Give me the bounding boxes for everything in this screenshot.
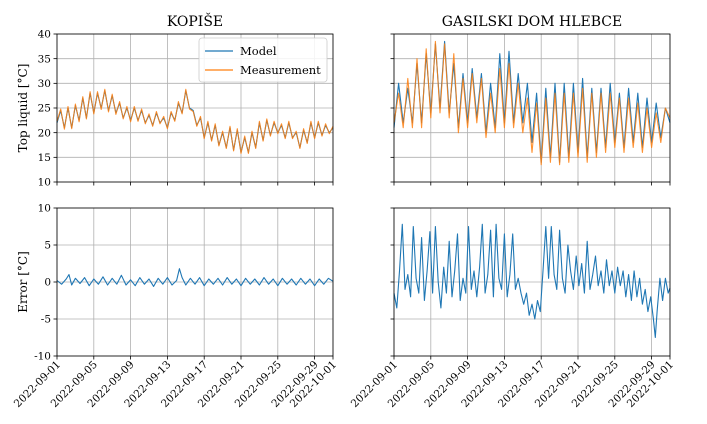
grid — [393, 33, 671, 183]
panel-4: 2022-09-012022-09-052022-09-092022-09-13… — [349, 207, 676, 410]
series-line-model — [56, 90, 334, 153]
y-tick-label: 15 — [38, 152, 51, 164]
series-line-error — [393, 223, 671, 339]
panel-title: KOPIŠE — [167, 12, 223, 30]
y-tick-label: 0 — [44, 277, 51, 289]
grid — [56, 207, 334, 357]
legend-label: Measurement — [240, 63, 321, 77]
y-tick-label: 10 — [38, 203, 51, 215]
series-line-error — [56, 268, 334, 287]
y-tick-label: 40 — [38, 29, 51, 41]
series-line-measurement — [393, 40, 671, 166]
panel-1: 10 15 20 25 30 35 40 KOPIŠE Top liquid [°C] Model… — [16, 12, 334, 189]
y-tick-label: 35 — [38, 53, 51, 65]
y-tick-label: 30 — [38, 78, 51, 90]
series-line-measurement — [56, 88, 334, 154]
y-axis-label: Error [°C] — [16, 251, 30, 313]
panel-2: GASILSKI DOM HLEBCE — [390, 14, 671, 186]
y-tick-label: 20 — [38, 127, 51, 139]
panel-title: GASILSKI DOM HLEBCE — [442, 14, 622, 30]
legend: Model Measurement — [198, 37, 328, 83]
panel-3: -10-505102022-09-012022-09-052022-09-092… — [12, 203, 339, 410]
y-tick-label: 5 — [44, 240, 51, 252]
y-axis-label: Top liquid [°C] — [16, 64, 30, 153]
legend-label: Model — [240, 44, 277, 58]
y-tick-label: 10 — [38, 177, 51, 189]
legend-box — [198, 37, 328, 83]
y-tick-label: -10 — [34, 351, 51, 363]
y-tick-label: -5 — [41, 314, 51, 326]
y-tick-label: 25 — [38, 103, 51, 115]
